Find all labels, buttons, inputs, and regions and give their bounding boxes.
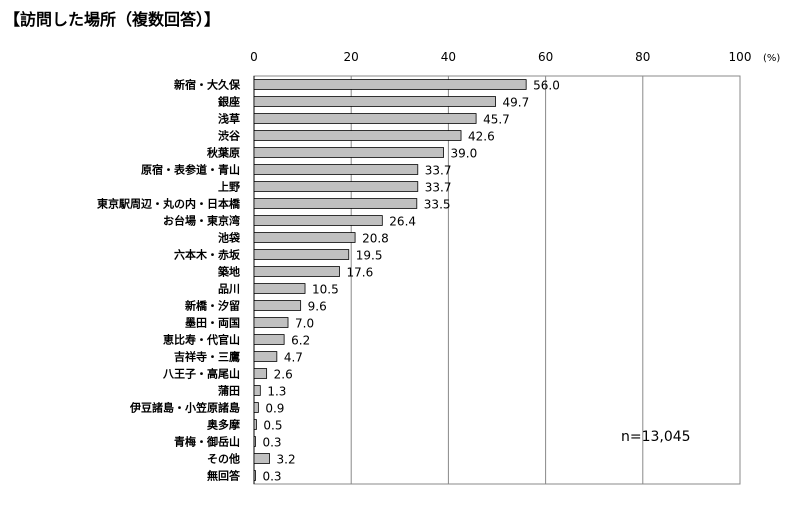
- bar: [253, 300, 302, 311]
- bar: [253, 232, 356, 243]
- category-label: 上野: [218, 180, 240, 194]
- category-label: 奥多摩: [206, 418, 241, 432]
- bar: [253, 164, 419, 175]
- value-labels: 56.049.7 45.7 42.6 39.0 33.7 33.7 33.5 26.420.8…: [262, 79, 559, 484]
- category-label: 品川: [218, 283, 240, 296]
- bar: [253, 402, 259, 413]
- category-label: 蒲田: [218, 384, 240, 398]
- value-label: 4.7: [284, 351, 303, 365]
- value-label: 6.2: [291, 334, 310, 348]
- category-label: 無回答: [207, 469, 241, 483]
- category-label: 池袋: [218, 231, 241, 245]
- bar: [253, 181, 419, 192]
- bar: [253, 147, 444, 158]
- category-label: 伊豆諸島・小笠原諸島: [129, 401, 240, 415]
- x-tick-label: 20: [344, 50, 359, 64]
- bar: [253, 79, 527, 90]
- category-label: 新宿・大久保: [174, 78, 241, 92]
- category-label: 墨田・両国: [185, 317, 240, 330]
- unit-label: (%): [763, 53, 780, 64]
- value-label: 56.0: [533, 79, 560, 93]
- category-label: 恵比寿・代官山: [163, 333, 240, 347]
- value-label: 10.5: [312, 283, 339, 297]
- category-label: 東京駅周辺・丸の内・日本橋: [97, 197, 241, 211]
- grid-lines: [253, 75, 741, 485]
- category-label: 銀座: [218, 95, 240, 109]
- bar: [253, 470, 256, 481]
- category-label: 秋葉原: [207, 146, 240, 160]
- x-tick-label: 100: [729, 50, 752, 64]
- bar: [253, 317, 289, 328]
- value-label: 1.3: [267, 385, 286, 399]
- value-label: 9.6: [308, 300, 327, 314]
- value-label: 7.0: [295, 317, 314, 331]
- bar: [253, 198, 418, 209]
- value-label: 45.7: [483, 113, 510, 127]
- chart-title: 【訪問した場所（複数回答）】: [4, 10, 221, 29]
- value-label: 33.7: [425, 181, 452, 195]
- bar: [253, 130, 462, 141]
- value-label: 49.7: [503, 96, 530, 110]
- bar: [253, 368, 268, 379]
- bar: [253, 453, 270, 464]
- bar: [253, 249, 350, 260]
- value-label: 3.2: [277, 453, 296, 467]
- value-label: 0.3: [262, 470, 281, 484]
- bar: [253, 334, 285, 345]
- bar: [253, 436, 256, 447]
- bar: [253, 266, 340, 277]
- category-label: 八王子・高尾山: [162, 367, 240, 381]
- x-tick-label: 0: [250, 50, 258, 64]
- category-label: 浅草: [218, 112, 240, 126]
- value-label: 33.5: [424, 198, 451, 212]
- x-tick-label: 60: [538, 50, 553, 64]
- category-label: お台場・東京湾: [163, 214, 240, 228]
- tick-labels: 0 20 40 60 80 100: [250, 50, 751, 64]
- value-label: 0.9: [265, 402, 284, 416]
- x-tick-label: 40: [441, 50, 456, 64]
- bar: [253, 283, 306, 294]
- category-label: 六本木・赤坂: [174, 248, 241, 262]
- bar: [253, 351, 278, 362]
- category-label: その他: [207, 452, 240, 466]
- bar: [253, 96, 496, 107]
- value-label: 0.3: [262, 436, 281, 450]
- x-tick-label: 80: [635, 50, 650, 64]
- value-label: 2.6: [274, 368, 293, 382]
- bar: [253, 215, 383, 226]
- value-label: 33.7: [425, 164, 452, 178]
- bar: [253, 419, 257, 430]
- value-label: 19.5: [356, 249, 383, 263]
- bar: [253, 385, 261, 396]
- category-label: 青梅・御岳山: [174, 435, 240, 449]
- bars: [253, 79, 527, 481]
- sample-size-note: n=13,045: [621, 429, 691, 445]
- category-labels: 新宿・大久保銀座浅草渋谷秋葉原原宿・表参道・青山上野東京駅周辺・丸の内・日本橋お…: [97, 78, 241, 483]
- value-label: 42.6: [468, 130, 495, 144]
- category-label: 渋谷: [218, 129, 241, 143]
- value-label: 39.0: [451, 147, 478, 161]
- category-label: 新橋・汐留: [185, 299, 240, 313]
- category-label: 築地: [217, 265, 240, 279]
- value-label: 0.5: [263, 419, 282, 433]
- category-label: 吉祥寺・三鷹: [174, 350, 240, 364]
- category-label: 原宿・表参道・青山: [141, 163, 240, 177]
- value-label: 26.4: [389, 215, 416, 229]
- value-label: 20.8: [362, 232, 389, 246]
- bar: [253, 113, 477, 124]
- value-label: 17.6: [347, 266, 374, 280]
